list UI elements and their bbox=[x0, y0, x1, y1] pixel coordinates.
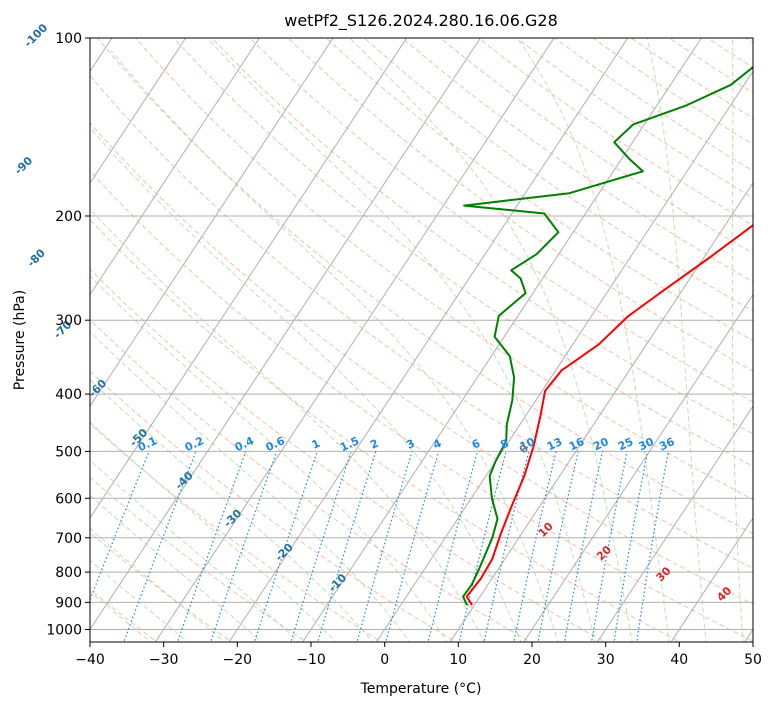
dry-adiabat bbox=[134, 38, 753, 501]
dry-adiabat bbox=[249, 38, 753, 403]
temperature-line bbox=[465, 223, 753, 606]
dry-adiabat bbox=[325, 38, 753, 342]
mixing-ratio-line bbox=[537, 451, 579, 642]
isotherm bbox=[90, 38, 408, 519]
y-tick-label: 1000 bbox=[46, 623, 82, 639]
dry-adiabat bbox=[439, 38, 753, 254]
isotherm bbox=[596, 405, 753, 642]
data-layer bbox=[462, 65, 753, 606]
y-tick-label: 200 bbox=[55, 209, 82, 225]
mixing-ratio-line bbox=[385, 451, 440, 642]
y-tick-label: 500 bbox=[55, 444, 82, 460]
isotherm bbox=[228, 38, 629, 642]
dry-adiabat bbox=[90, 218, 682, 642]
dry-adiabat bbox=[90, 268, 607, 642]
y-tick-label: 600 bbox=[55, 491, 82, 507]
dry-adiabat bbox=[90, 532, 233, 642]
plot-frame bbox=[89, 37, 754, 643]
mixing-ratio-line bbox=[317, 451, 377, 642]
moist-adiabat bbox=[90, 126, 522, 642]
mixing-ratio-label: 36 bbox=[657, 435, 677, 453]
x-tick-label: 20 bbox=[523, 652, 541, 668]
isotherm bbox=[523, 293, 753, 642]
x-tick-label: −20 bbox=[223, 652, 253, 668]
isotherm bbox=[302, 38, 702, 642]
isotherm bbox=[449, 182, 753, 642]
x-tick-label: 40 bbox=[670, 652, 688, 668]
x-tick-label: −40 bbox=[75, 652, 105, 668]
y-tick-label: 700 bbox=[55, 531, 82, 547]
isotherm bbox=[670, 516, 753, 642]
y-tick-label: 900 bbox=[55, 595, 82, 611]
moist-adiabat bbox=[90, 421, 337, 642]
dry-adiabat bbox=[90, 318, 532, 642]
grid-layer bbox=[90, 38, 753, 642]
isotherm bbox=[90, 38, 481, 631]
mixing-ratio-line bbox=[458, 451, 507, 642]
y-tick-label: 800 bbox=[55, 565, 82, 581]
isotherm bbox=[90, 38, 334, 408]
moist-adiabat bbox=[90, 208, 485, 642]
y-tick-label: 100 bbox=[55, 31, 82, 47]
dry-adiabat bbox=[554, 38, 753, 172]
dry-adiabat bbox=[516, 38, 753, 199]
dry-adiabat bbox=[90, 74, 753, 570]
y-tick-label: 400 bbox=[55, 387, 82, 403]
mixing-ratio-label: 20 bbox=[591, 435, 611, 453]
dry-adiabat bbox=[90, 476, 308, 642]
dry-adiabat bbox=[401, 38, 753, 283]
dry-adiabat bbox=[90, 122, 753, 605]
mixing-ratio-line bbox=[176, 451, 247, 642]
mixing-ratio-label: 25 bbox=[616, 435, 635, 453]
x-tick-label: 10 bbox=[449, 652, 467, 668]
isotherm bbox=[90, 38, 187, 184]
y-axis-title: Pressure (hPa) bbox=[12, 290, 28, 390]
dry-adiabat bbox=[211, 38, 753, 435]
mixing-ratio-label: 30 bbox=[637, 435, 657, 453]
dry-adiabat bbox=[287, 38, 753, 372]
axis-layer: −40 −30 −20 −10 0 10 20 30 40 50 100 200 300 400 500 60… bbox=[46, 31, 762, 668]
mixing-ratio-line bbox=[563, 451, 604, 642]
mixing-ratio-label: 13 bbox=[545, 435, 564, 453]
isotherm bbox=[90, 38, 260, 296]
moist-adiabat bbox=[90, 494, 263, 642]
mixing-ratio-line bbox=[123, 451, 197, 642]
moist-adiabat bbox=[90, 379, 374, 642]
x-axis-title: Temperature (°C) bbox=[360, 681, 482, 697]
x-tick-label: 50 bbox=[744, 652, 762, 668]
moist-adiabat bbox=[90, 275, 448, 642]
x-tick-label: −30 bbox=[149, 652, 179, 668]
mixing-ratio-line bbox=[483, 451, 530, 642]
chart-title: wetPf2_S126.2024.280.16.06.G28 bbox=[284, 11, 558, 31]
mixing-ratio-line bbox=[290, 451, 352, 642]
mixing-ratio-line bbox=[253, 451, 318, 642]
mixing-ratio-line bbox=[427, 451, 479, 642]
mixing-ratio-label: 16 bbox=[567, 435, 587, 453]
mixing-ratio-line bbox=[356, 451, 413, 642]
mixing-ratio-line bbox=[90, 451, 150, 602]
x-tick-label: 30 bbox=[597, 652, 615, 668]
x-tick-label: −10 bbox=[296, 652, 326, 668]
mixing-ratio-line bbox=[513, 451, 557, 642]
dry-adiabat bbox=[90, 170, 753, 642]
mixing-ratio-label: 10 bbox=[518, 435, 538, 453]
dewpoint-line bbox=[462, 65, 753, 606]
y-tick-label: 300 bbox=[55, 313, 82, 329]
isotherm bbox=[154, 38, 555, 642]
moist-adiabat bbox=[90, 331, 411, 642]
isotherm bbox=[375, 70, 753, 642]
x-tick-label: 0 bbox=[380, 652, 389, 668]
moist-adiabat bbox=[90, 528, 226, 642]
mixing-ratio-line bbox=[210, 451, 278, 642]
